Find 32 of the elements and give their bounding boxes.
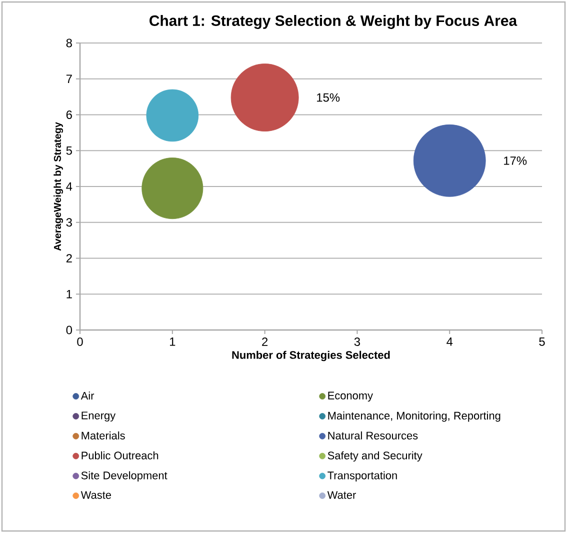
legend-label: Energy (82, 412, 116, 422)
y-axis-title: AverageWeight by Strategy (54, 122, 63, 251)
x-tick-label: 4 (446, 338, 453, 346)
legend-label: Natural Resources (328, 431, 418, 440)
annotation: 17% (504, 156, 527, 165)
x-tick-label: 0 (77, 338, 83, 346)
annotation: 15% (317, 93, 340, 102)
legend-label: Maintenance, Monitoring, Reporting (328, 412, 500, 422)
y-tick-label: 8 (66, 38, 72, 48)
legend-label: Air (80, 392, 94, 400)
x-axis-title: Number of Strategies Selected (232, 350, 390, 362)
y-tick-label: 3 (66, 218, 72, 227)
legend-label: Economy (328, 392, 373, 402)
y-tick-label: 0 (66, 326, 72, 334)
y-tick-label: 2 (66, 254, 72, 262)
chart-title: Chart 1: Strategy Selection & Weight by Focus Area (150, 14, 518, 29)
x-tick-label: 3 (354, 338, 360, 346)
legend-label: Site Development (81, 471, 168, 482)
legend-label: Transportation (328, 471, 397, 482)
y-tick-label: 6 (66, 110, 72, 119)
x-tick-label: 1 (170, 338, 176, 346)
legend-label: Water (327, 491, 356, 499)
legend-label: Materials (82, 431, 125, 440)
x-tick-label: 2 (262, 338, 268, 346)
y-tick-label: 5 (66, 146, 72, 155)
y-tick-label: 1 (66, 290, 72, 298)
legend-label: Public Outreach (82, 451, 158, 460)
x-tick-label: 5 (539, 338, 545, 346)
y-tick-label: 7 (66, 74, 72, 83)
legend-label: Safety and Security (328, 451, 422, 462)
y-tick-label: 4 (66, 182, 72, 191)
legend-label: Waste (80, 491, 112, 499)
